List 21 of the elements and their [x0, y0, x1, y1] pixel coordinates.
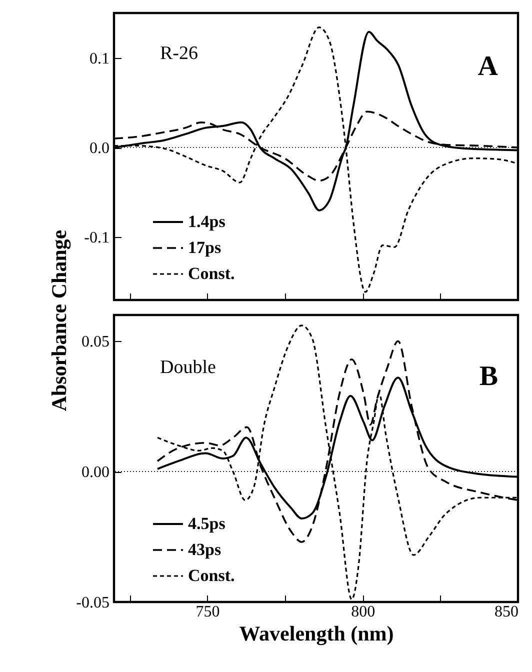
y-tick-label: 0.05	[82, 334, 110, 351]
y-axis-title: Absorbance Change	[47, 230, 72, 412]
legend-label: 1.4ps	[188, 212, 226, 231]
y-tick-label: 0.1	[90, 50, 110, 68]
annotation: Double	[160, 357, 216, 378]
legend-label: 4.5ps	[188, 514, 226, 533]
legend-label: Const.	[188, 566, 235, 585]
y-tick-label: 0.00	[82, 464, 110, 482]
x-tick-label: 750	[196, 604, 220, 620]
legend-label: 17ps	[188, 238, 222, 257]
x-axis-title: Wavelength (nm)	[239, 622, 394, 646]
x-tick-label: 800	[351, 604, 376, 620]
y-tick-label: -0.1	[84, 230, 110, 247]
x-tick-label: 850	[494, 604, 518, 620]
y-tick-label: 0.0	[90, 140, 110, 158]
y-tick-label: -0.05	[76, 594, 110, 612]
legend-label: Const.	[188, 264, 235, 283]
legend-label: 43ps	[188, 540, 222, 559]
annotation: B	[479, 361, 498, 392]
annotation: A	[478, 51, 499, 82]
annotation: R-26	[160, 43, 198, 64]
